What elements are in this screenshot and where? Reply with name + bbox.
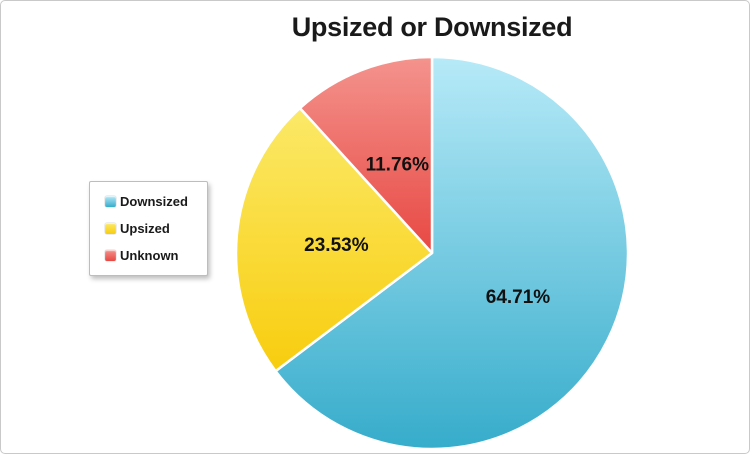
slice-label-downsized: 64.71% — [486, 287, 551, 308]
legend-item-unknown[interactable]: Unknown — [105, 248, 207, 263]
legend-label-unknown: Unknown — [120, 248, 179, 263]
legend: Downsized Upsized Unknown — [89, 181, 208, 276]
slice-label-upsized: 23.53% — [304, 235, 369, 256]
legend-item-upsized[interactable]: Upsized — [105, 221, 207, 236]
legend-label-upsized: Upsized — [120, 221, 170, 236]
chart-title: Upsized or Downsized — [291, 12, 573, 42]
slice-label-unknown: 11.76% — [366, 154, 429, 175]
pie-slice-downsized[interactable] — [274, 55, 630, 451]
pie-slice-upsized[interactable] — [234, 106, 434, 373]
pie-slice-unknown[interactable] — [298, 55, 434, 255]
legend-marker-upsized-icon — [105, 223, 116, 234]
legend-marker-downsized-icon — [105, 196, 116, 207]
pie-slices-group — [234, 55, 630, 451]
legend-label-downsized: Downsized — [120, 194, 188, 209]
legend-item-downsized[interactable]: Downsized — [105, 194, 207, 209]
pie-labels-group: 64.71% 23.53% 11.76% — [304, 154, 550, 307]
legend-marker-unknown-icon — [105, 250, 116, 261]
